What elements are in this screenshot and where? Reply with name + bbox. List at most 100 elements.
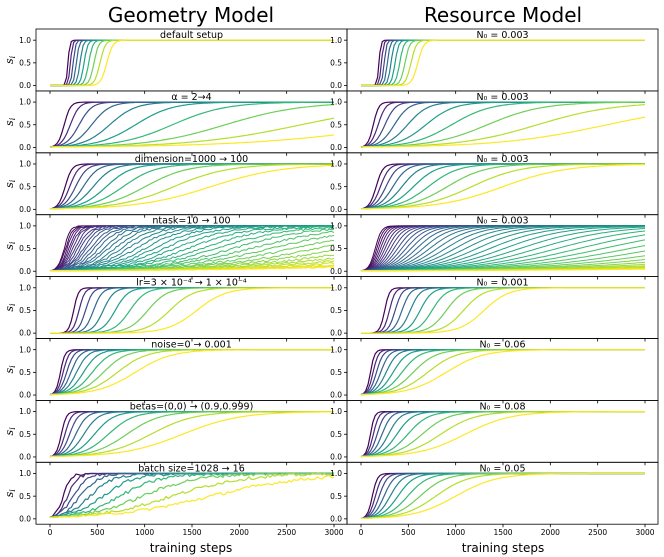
y-tick-label: 0.5	[330, 120, 342, 129]
series-line	[360, 101, 645, 148]
y-tick-label: 1.0	[330, 36, 342, 45]
series-line	[49, 411, 334, 458]
y-axis-label-subscript: i	[8, 489, 17, 492]
y-axis-label: si	[3, 303, 17, 312]
y-tick-label: 1.0	[19, 407, 31, 416]
y-tick-label: 1.0	[330, 345, 342, 354]
panel-title: N₀ = 0.001	[476, 278, 528, 289]
series-line	[49, 411, 334, 458]
series-line	[361, 287, 645, 334]
series-line	[361, 163, 645, 210]
series-line	[50, 39, 334, 87]
y-tick-label: 0.5	[19, 306, 31, 315]
y-tick-label: 1.0	[19, 345, 31, 354]
panel-resource-2: N₀ = 0.003 0.0 0.5 1.0	[330, 152, 659, 218]
x-tick-label: 2000	[230, 528, 249, 537]
series-line	[50, 287, 334, 334]
series-line	[50, 287, 334, 334]
y-axis-label-subscript: i	[8, 55, 17, 58]
panel-geometry-0: default setup 0.0 0.5 1.0 si	[3, 28, 348, 94]
series-line	[50, 287, 334, 334]
y-tick-label: 0.5	[330, 244, 342, 253]
x-tick-label: 1000	[135, 528, 154, 537]
series-line	[49, 411, 334, 458]
y-tick-label: 0.0	[330, 267, 342, 276]
y-tick-label: 1.0	[330, 407, 342, 416]
y-tick-label: 0.0	[19, 391, 31, 400]
y-tick-label: 0.5	[19, 368, 31, 377]
series-line	[361, 39, 645, 87]
y-tick-label: 0.5	[330, 58, 342, 67]
panel-title: lr=3 × 10⁻⁴ → 1 × 10⁻⁴	[136, 278, 247, 289]
series-line	[49, 472, 334, 519]
series-line	[50, 287, 334, 334]
panel-title: ntask=10 → 100	[152, 216, 230, 227]
y-tick-label: 0.0	[330, 453, 342, 462]
series-line	[49, 411, 334, 458]
y-axis-label-subscript: i	[8, 179, 17, 182]
panel-geometry-1: α = 2→4 0.0 0.5 1.0 si	[3, 90, 348, 156]
y-axis-label: si	[3, 365, 17, 374]
series-line	[50, 39, 334, 87]
y-tick-label: 0.5	[19, 120, 31, 129]
x-tick-label: 1000	[446, 528, 465, 537]
panel-resource-6: N₀ = 0.08 0.0 0.5 1.0	[330, 399, 659, 466]
y-tick-label: 0.5	[19, 182, 31, 191]
panel-title: N₀ = 0.003	[476, 92, 528, 103]
series-line	[50, 163, 334, 210]
series-line	[50, 163, 334, 210]
panel-title: N₀ = 0.06	[479, 340, 525, 351]
series-line	[361, 287, 645, 334]
series-line	[50, 472, 335, 518]
series-line	[50, 117, 335, 148]
y-axis-label-subscript: i	[8, 117, 17, 120]
panel-resource-0: N₀ = 0.003 0.0 0.5 1.0	[330, 28, 659, 94]
y-tick-label: 1.0	[19, 98, 31, 107]
column-title-resource: Resource Model	[424, 3, 582, 27]
series-line	[361, 116, 646, 148]
series-line	[361, 287, 645, 334]
series-line	[49, 163, 334, 210]
x-tick-label: 0	[48, 528, 53, 537]
panel-geometry-7: batch size=1028 → 16 0.0 0.5 1.0 si 0 500 1000 1…	[3, 461, 348, 537]
y-tick-label: 1.0	[330, 160, 342, 169]
series-line	[49, 163, 334, 210]
y-tick-label: 1.0	[19, 469, 31, 478]
series-line	[360, 101, 645, 148]
panel-geometry-4: lr=3 × 10⁻⁴ → 1 × 10⁻⁴ 0.0 0.5 1.0 si	[3, 276, 348, 342]
panel-resource-7: N₀ = 0.05 0.0 0.5 1.0 0 500 1000 1500 2000 2500 30…	[330, 461, 659, 537]
x-axis-label-resource: training steps	[462, 541, 545, 555]
series-line	[361, 287, 645, 334]
y-axis-label: si	[3, 489, 17, 498]
panel-title: N₀ = 0.05	[479, 463, 525, 474]
panel-resource-4: N₀ = 0.001 0.0 0.5 1.0	[330, 276, 659, 342]
y-tick-label: 0.5	[19, 244, 31, 253]
series-line	[361, 287, 645, 334]
y-tick-label: 0.0	[330, 329, 342, 338]
series-line	[49, 349, 334, 396]
y-tick-label: 1.0	[19, 221, 31, 230]
series-line	[360, 472, 645, 519]
y-tick-label: 0.0	[19, 453, 31, 462]
y-axis-label-subscript: i	[8, 241, 17, 244]
y-tick-label: 0.0	[19, 143, 31, 152]
panel-geometry-2: dimension=1000 → 100 0.0 0.5 1.0 si	[3, 152, 348, 218]
panel-title: noise=0 → 0.001	[151, 340, 231, 351]
series-line	[49, 163, 334, 210]
panel-grid: default setup 0.0 0.5 1.0 si N₀ = 0.003 0.0 0.5…	[3, 28, 659, 537]
series-line	[50, 134, 335, 148]
series-line	[50, 287, 334, 334]
series-line	[361, 39, 645, 87]
y-tick-label: 1.0	[330, 469, 342, 478]
series-line	[361, 287, 645, 334]
series-line	[360, 472, 645, 519]
series-line	[49, 266, 335, 272]
x-tick-label: 2500	[277, 528, 296, 537]
y-tick-label: 0.0	[19, 329, 31, 338]
panel-geometry-6: betas=(0,0) → (0.9,0.999) 0.0 0.5 1.0 si	[3, 399, 348, 466]
y-axis-label: si	[3, 241, 17, 250]
panel-resource-3: N₀ = 0.003 0.0 0.5 1.0	[330, 214, 659, 280]
x-axis-label-geometry: training steps	[150, 541, 233, 555]
panel-title: α = 2→4	[171, 92, 211, 103]
